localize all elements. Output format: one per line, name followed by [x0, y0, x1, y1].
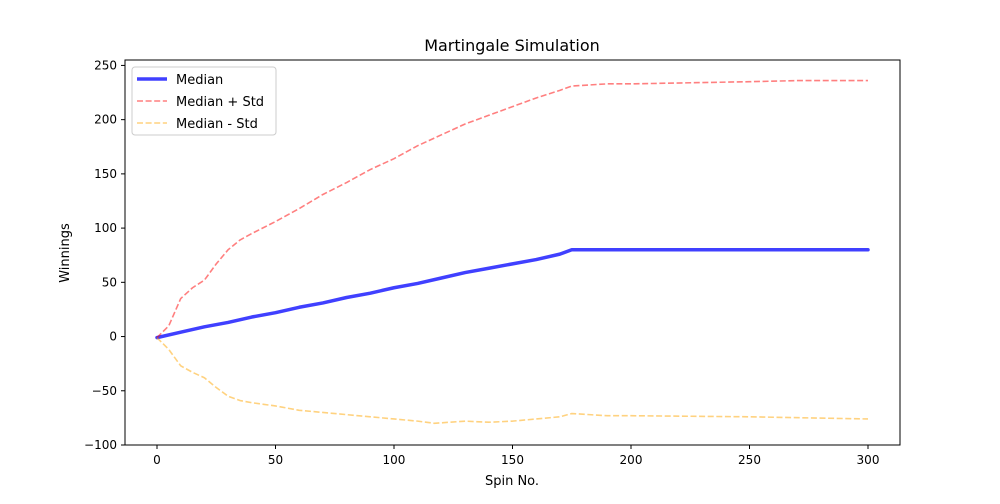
x-tick-label: 300	[857, 453, 880, 467]
x-axis-title: Spin No.	[485, 474, 539, 489]
y-tick-label: 100	[94, 221, 117, 235]
x-tick-label: 200	[620, 453, 643, 467]
y-tick-label: −50	[92, 384, 117, 398]
series-line-1	[155, 248, 870, 340]
y-tick-label: 200	[94, 113, 117, 127]
series-line-3	[156, 337, 869, 425]
y-tick-label: 250	[94, 58, 117, 72]
x-tick-label: 50	[268, 453, 283, 467]
x-tick-label: 100	[383, 453, 406, 467]
y-tick-label: −100	[84, 438, 117, 452]
y-axis-title: Winnings	[58, 223, 73, 283]
plot-area	[155, 79, 870, 425]
series-line-2	[156, 79, 868, 339]
y-tick-label: 150	[94, 167, 117, 181]
axes: 0 50 100 150 200 250 300 −100 −50 0 50 100 150 200 250	[84, 58, 901, 467]
legend-label-2: Median + Std	[176, 95, 264, 110]
chart-title: Martingale Simulation	[424, 36, 600, 55]
x-tick-label: 250	[738, 453, 761, 467]
x-tick-label: 150	[501, 453, 524, 467]
legend-label-1: Median	[176, 73, 223, 88]
x-tick-label: 0	[153, 453, 161, 467]
legend-label-3: Median - Std	[176, 117, 258, 132]
y-tick-label: 0	[109, 330, 117, 344]
y-tick-label: 50	[102, 275, 117, 289]
legend-box	[131, 66, 277, 136]
legend: Median Median + Std Median - Std	[131, 66, 277, 136]
